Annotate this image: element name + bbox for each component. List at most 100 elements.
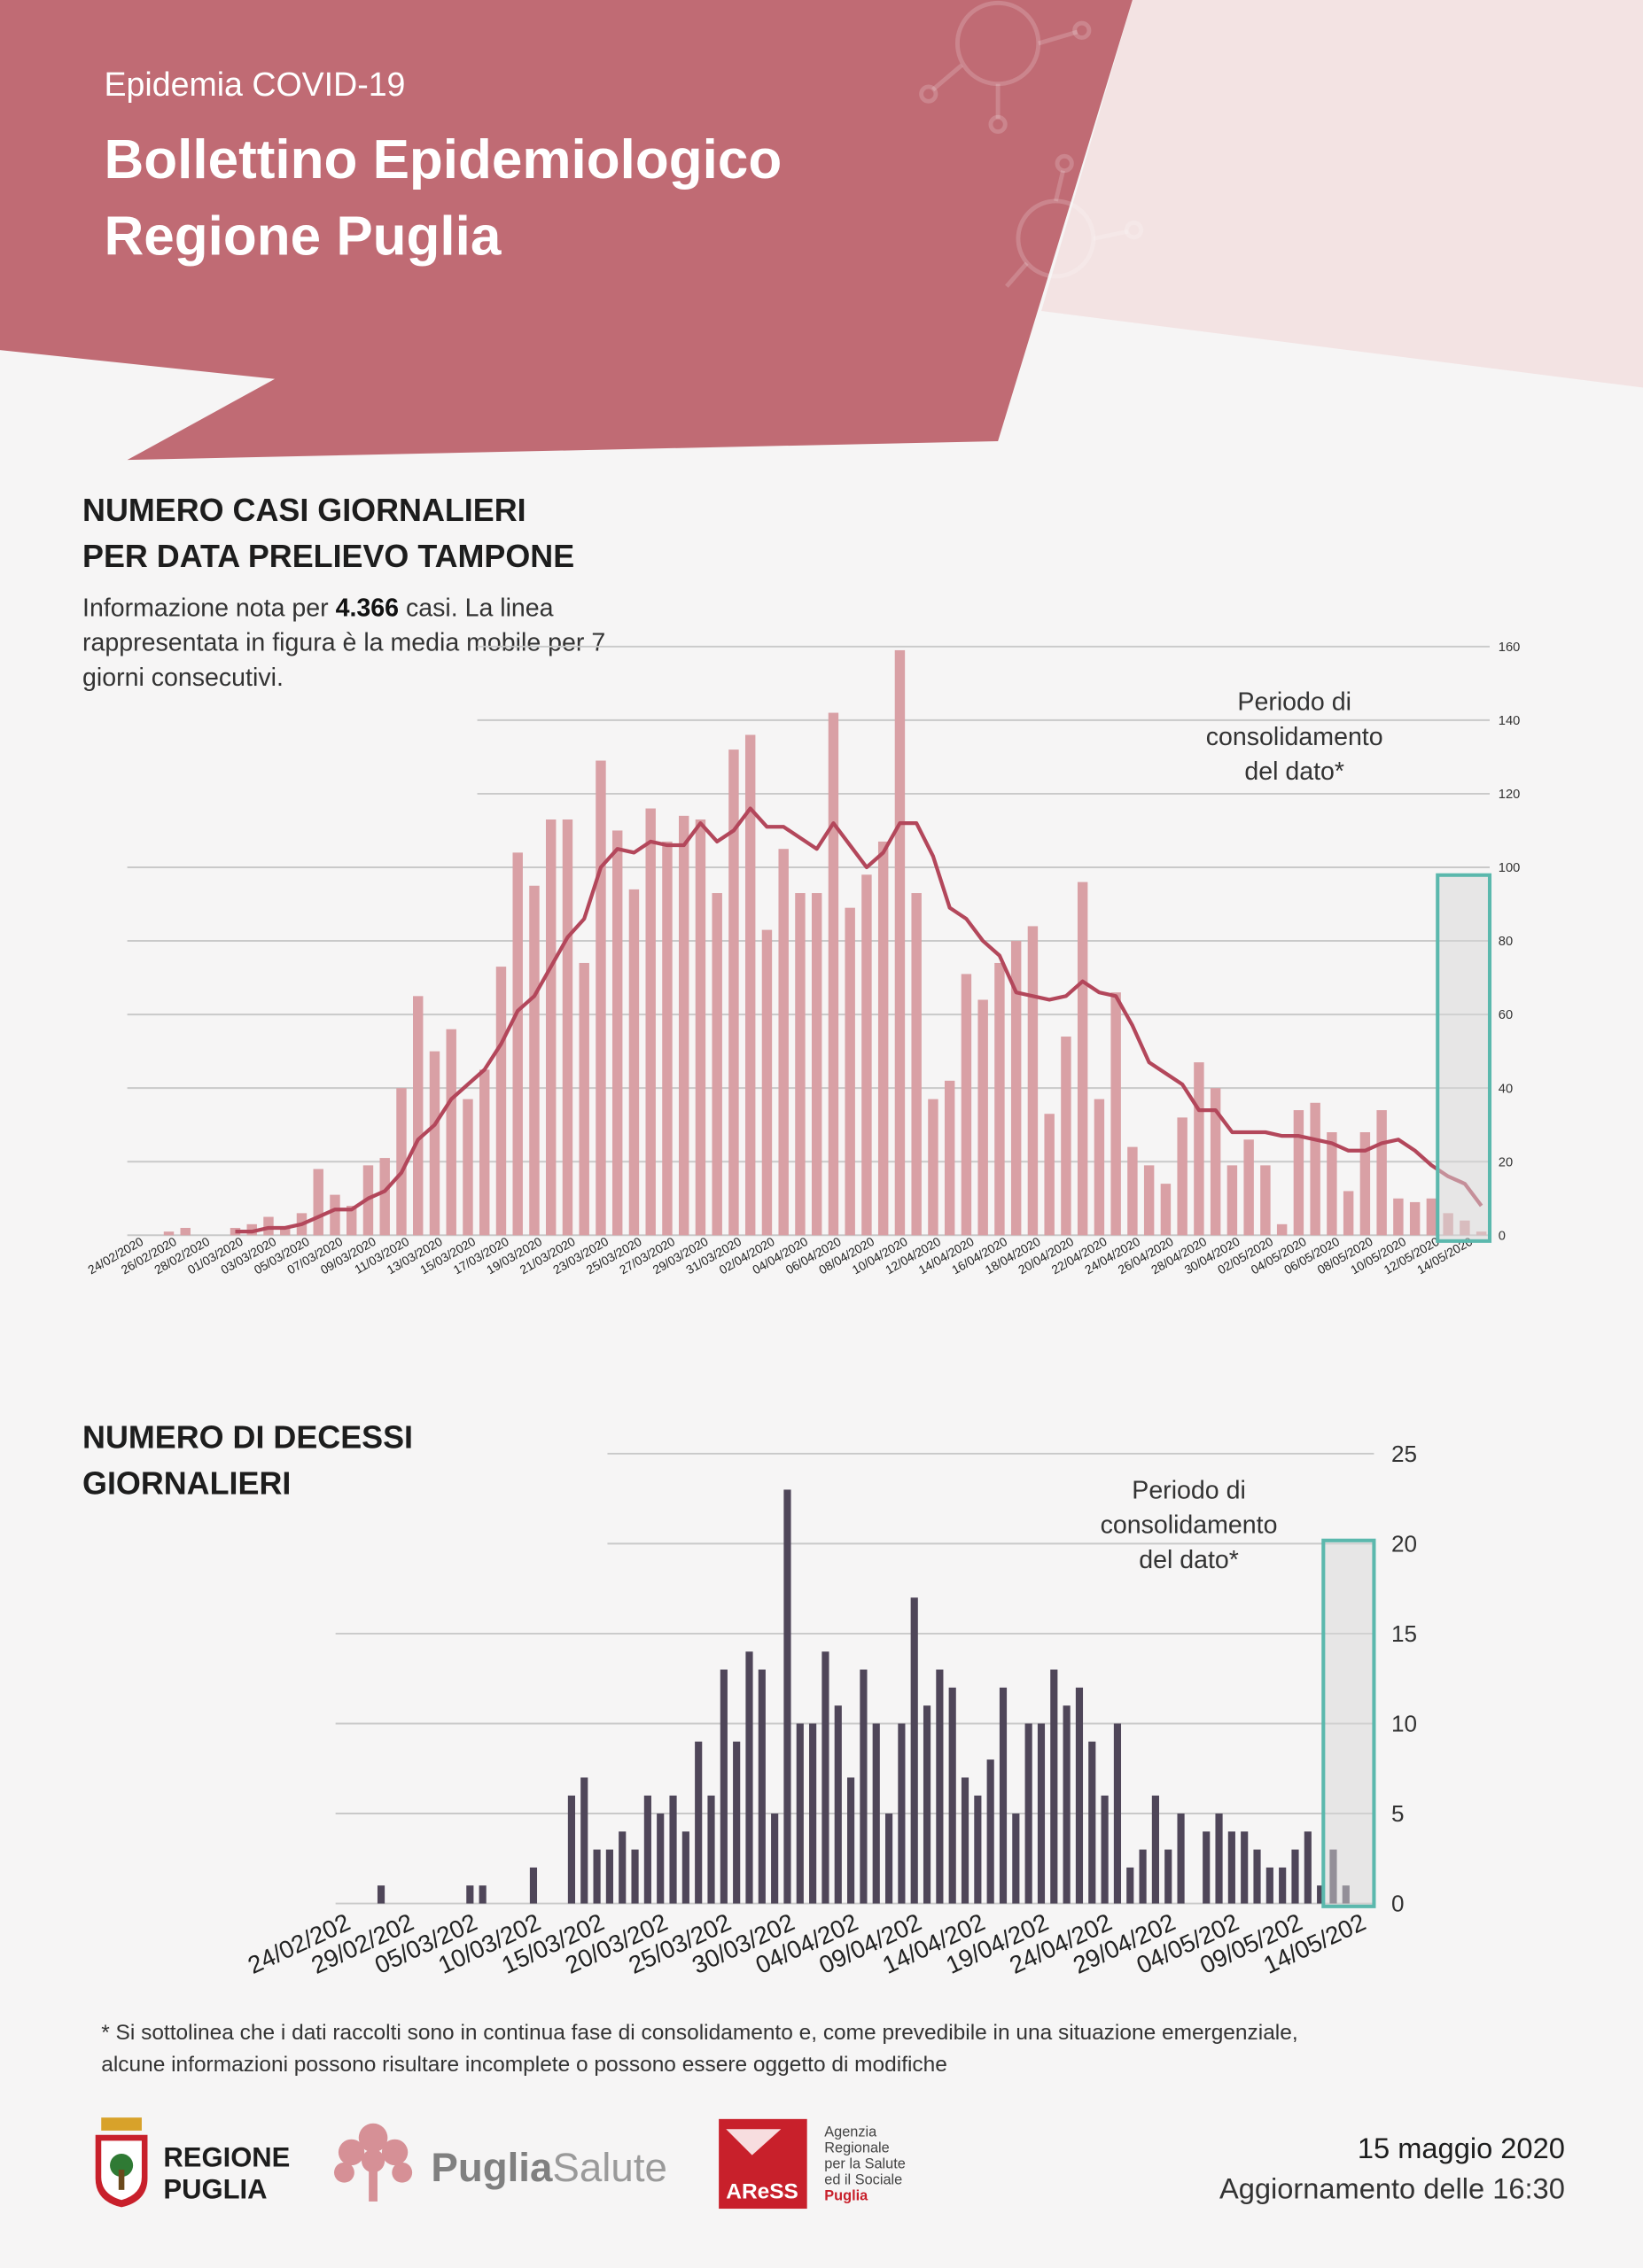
bar [379,1158,390,1236]
bar [657,1814,665,1904]
aress-line: Agenzia [824,2124,877,2140]
bar [1426,1198,1437,1236]
bar [783,1489,791,1904]
bar [1127,1146,1138,1236]
annotation-text: del dato* [1244,757,1344,786]
bar [1310,1102,1320,1236]
bar [712,893,722,1236]
bar [771,1814,779,1904]
bar [466,1885,474,1904]
bar [910,1597,918,1904]
bar [562,819,573,1236]
bar [884,1814,893,1904]
bar [1343,1191,1354,1236]
bar [745,1651,753,1904]
bar [828,712,839,1236]
bar [845,907,855,1236]
bar [948,1687,956,1904]
aress-logo-text: AReSS [726,2180,798,2204]
bar [1177,1814,1185,1904]
description: giorni consecutivi. [82,664,284,692]
bar [961,974,972,1236]
bar [1024,1723,1032,1904]
y-tick-label: 120 [1499,788,1521,802]
y-tick-label: 20 [1499,1155,1513,1169]
bar [1276,1223,1288,1236]
y-tick-label: 100 [1499,861,1521,875]
bar [822,1651,829,1904]
footnote: alcune informazioni possono risultare in… [101,2053,947,2077]
bar [847,1777,855,1904]
date: 15 maggio 2020 [1358,2132,1565,2164]
bar [619,1831,627,1904]
bar [163,1231,175,1236]
bar [758,1669,766,1904]
y-tick-label: 140 [1499,714,1521,728]
bar [1241,1831,1249,1904]
bar [1359,1132,1371,1236]
bar [313,1169,323,1236]
bar [778,849,789,1236]
bar [463,1099,473,1236]
bar [1265,1867,1273,1904]
puglia-salute-text: Salute [552,2145,667,2190]
bar [720,1669,728,1904]
bar [545,819,557,1236]
bar [944,1080,955,1236]
bar [1317,1885,1325,1904]
bar [1164,1849,1172,1904]
annotation-text: Periodo di [1237,688,1351,717]
bar [894,649,906,1236]
update-time: Aggiornamento delle 16:30 [1219,2172,1565,2205]
bar [1075,1687,1084,1904]
regione-text: PUGLIA [163,2174,267,2205]
aress-logo-mark [726,2129,782,2155]
bar [1126,1867,1134,1904]
aress-text: Agenzia Regionale per la Salute ed il So… [824,2124,906,2203]
bar [936,1669,944,1904]
bar [1243,1139,1254,1236]
bar [1194,1062,1204,1236]
bar [1279,1867,1287,1904]
y-tick-label: 80 [1499,935,1513,949]
bar [396,1088,407,1236]
consolidation-box [1436,873,1492,1243]
bar [1143,1165,1155,1236]
bar [347,1206,357,1236]
title: Regione Puglia [105,206,502,267]
aress-line: Puglia [824,2187,868,2203]
bar [923,1705,931,1904]
bar [811,893,822,1236]
bar [928,1099,938,1236]
bar [1227,1831,1235,1904]
bar [1210,1088,1221,1236]
bar [1151,1795,1159,1904]
bar [1304,1831,1312,1904]
bar [1293,1110,1304,1236]
bar [1291,1849,1299,1904]
section-title: PER DATA PRELIEVO TAMPONE [82,538,574,574]
header-band [0,0,1133,461]
bar [180,1227,191,1236]
bar [631,1849,639,1904]
bar [512,852,523,1236]
bar [1409,1201,1421,1236]
bar [669,1795,677,1904]
description-text: Informazione nota per [82,594,336,623]
bar [961,1777,969,1904]
section-title: NUMERO CASI GIORNALIERI [82,492,526,528]
bar [994,962,1005,1236]
header-band-light [1041,0,1643,388]
bar [593,1849,601,1904]
annotation-text: del dato* [1139,1546,1239,1574]
regione-text: REGIONE [163,2142,290,2173]
bar [429,1051,440,1236]
bar [280,1227,291,1236]
bar [446,1029,456,1236]
y-tick-label: 0 [1391,1891,1405,1917]
bar [662,841,673,1236]
bar [986,1759,994,1904]
aress-line: Regionale [824,2140,889,2155]
bar [681,1831,689,1904]
y-tick-label: 160 [1499,641,1521,655]
